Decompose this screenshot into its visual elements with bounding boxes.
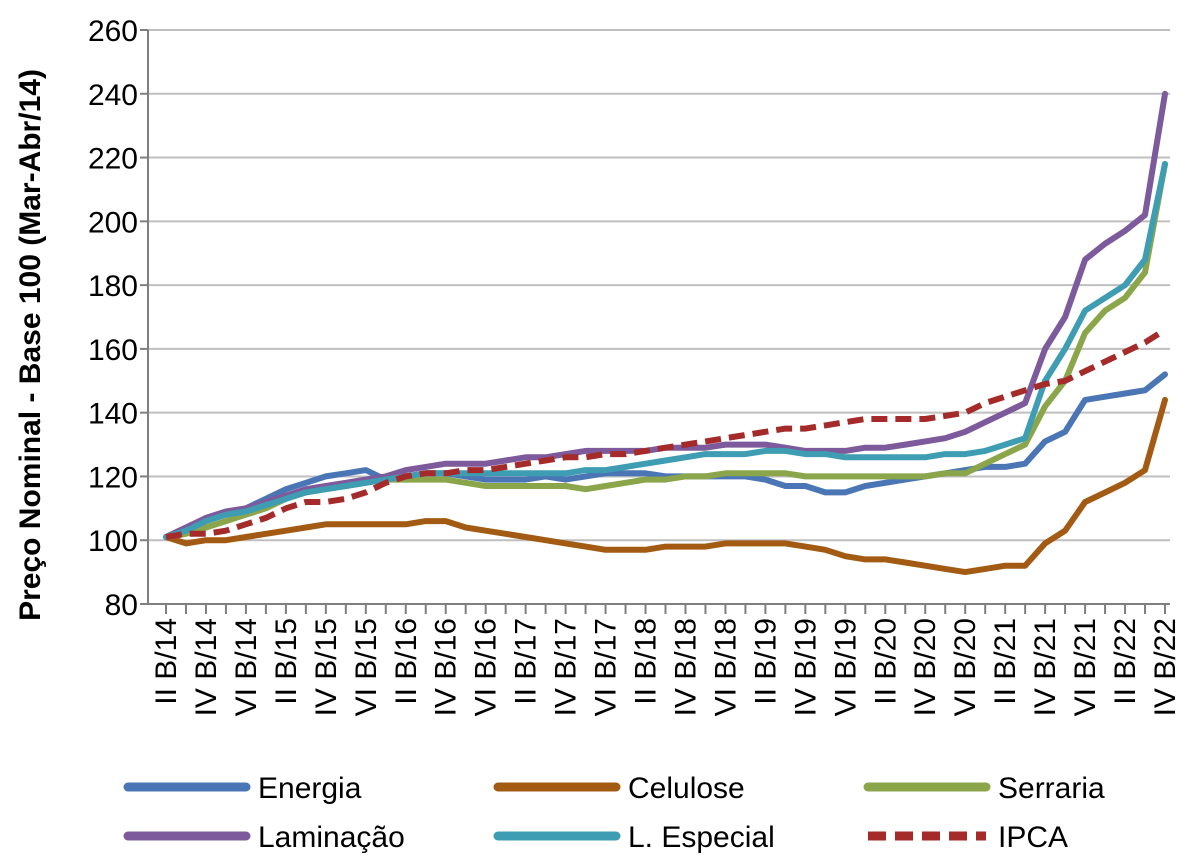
x-tick-label: VI B/19 [829, 618, 862, 716]
y-tick-label: 180 [88, 270, 138, 303]
series-line-l-especial [163, 160, 1168, 540]
y-tick-label: 240 [88, 79, 138, 112]
y-tick-label: 140 [88, 398, 138, 431]
x-tick-label: IV B/22 [1149, 618, 1182, 716]
y-tick-labels: 80 100 120 140 160 180 200 220 240 260 [88, 15, 138, 622]
x-tick-label: II B/20 [869, 618, 902, 705]
y-axis-title: Preço Nominal - Base 100 (Mar-Abr/14) [14, 69, 47, 621]
x-tick-label: VI B/21 [1069, 618, 1102, 716]
series-line-energia [163, 371, 1168, 540]
legend-serraria-label: Serraria [998, 772, 1105, 805]
x-tick-label: VI B/20 [949, 618, 982, 716]
series-lines [163, 90, 1168, 576]
legend-l-especial-label: L. Especial [628, 821, 775, 854]
x-tick-label: II B/22 [1109, 618, 1142, 705]
x-tick-label: II B/19 [749, 618, 782, 705]
legend-lamina-o-label: Laminação [258, 821, 405, 854]
x-tick-label: IV B/18 [669, 618, 702, 716]
y-tick-label: 200 [88, 206, 138, 239]
x-tick-label: VI B/15 [350, 618, 383, 716]
x-tick-label: II B/21 [989, 618, 1022, 705]
y-tick-label: 220 [88, 143, 138, 176]
x-tick-label: IV B/14 [190, 618, 223, 716]
series-line-ipca [165, 327, 1167, 540]
x-tick-label: VI B/18 [709, 618, 742, 716]
y-tick-label: 260 [88, 15, 138, 48]
x-tick-label: II B/14 [150, 618, 183, 705]
x-tick-label: IV B/16 [430, 618, 463, 716]
x-tick-label: VI B/17 [590, 618, 623, 716]
x-tick-label: IV B/20 [909, 618, 942, 716]
x-tick-label: VI B/14 [230, 618, 263, 716]
x-tick-label: IV B/15 [310, 618, 343, 716]
y-tick-label: 80 [105, 589, 138, 622]
legend: Energia Celulose Serraria Laminação L. Espec… [123, 772, 1105, 854]
legend-celulose-label: Celulose [628, 772, 745, 805]
x-tick-label: II B/18 [630, 618, 663, 705]
x-tick-label: VI B/16 [470, 618, 503, 716]
series-line-lamina-o [163, 90, 1168, 540]
x-tick-label: IV B/17 [550, 618, 583, 716]
legend-energia-label: Energia [258, 772, 362, 805]
legend-ipca-label: IPCA [998, 821, 1068, 854]
y-tick-label: 120 [88, 461, 138, 494]
x-tick-label: IV B/19 [789, 618, 822, 716]
series-line-celulose [163, 396, 1168, 576]
x-tick-label: II B/17 [510, 618, 543, 705]
x-tick-labels: II B/14 IV B/14 VI B/14 II B/15 IV B/15 VI B/… [150, 618, 1182, 716]
y-tick-label: 160 [88, 334, 138, 367]
y-tick-label: 100 [88, 525, 138, 558]
x-tick-label: II B/16 [390, 618, 423, 705]
axes [140, 29, 1170, 614]
x-tick-label: IV B/21 [1029, 618, 1062, 716]
x-tick-label: II B/15 [270, 618, 303, 705]
